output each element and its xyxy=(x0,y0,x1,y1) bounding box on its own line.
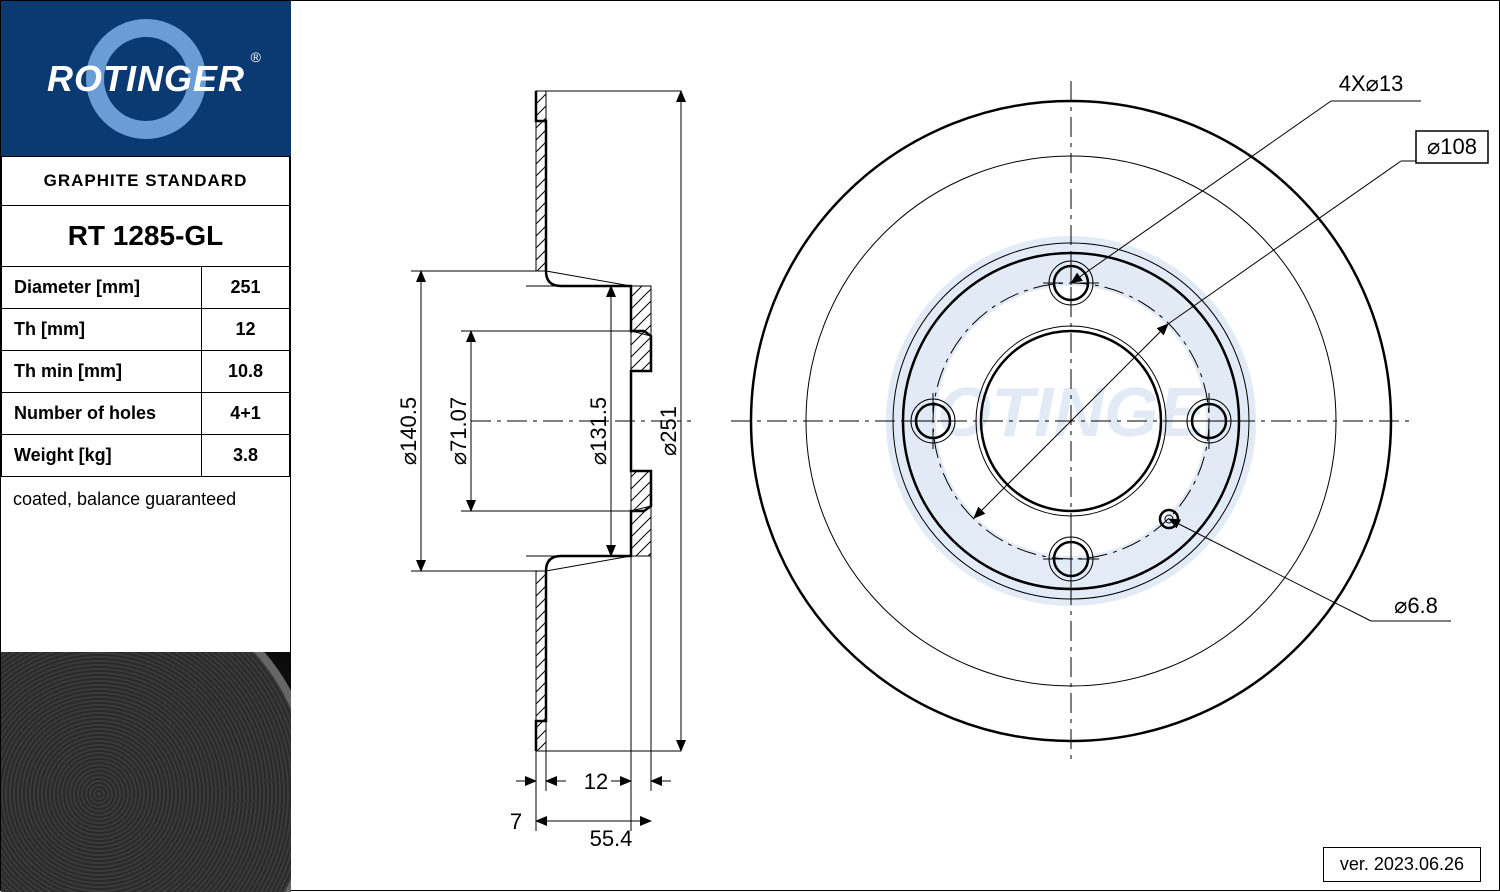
technical-drawing: ROTINGER ⌀251 xyxy=(291,1,1500,892)
svg-text:⌀108: ⌀108 xyxy=(1427,134,1477,159)
product-photo xyxy=(1,652,291,892)
svg-text:⌀251: ⌀251 xyxy=(656,406,681,456)
svg-text:⌀131.5: ⌀131.5 xyxy=(586,397,611,465)
table-row: Th min [mm]10.8 xyxy=(2,351,290,393)
svg-text:⌀140.5: ⌀140.5 xyxy=(396,397,421,465)
svg-text:⌀6.8: ⌀6.8 xyxy=(1394,593,1438,618)
spec-panel: ROTINGER ® GRAPHITE STANDARD RT 1285-GL … xyxy=(1,1,291,892)
spec-table: GRAPHITE STANDARD RT 1285-GL Diameter [m… xyxy=(1,156,290,477)
product-line: GRAPHITE STANDARD xyxy=(2,157,290,206)
registered-mark: ® xyxy=(251,49,261,65)
svg-text:7: 7 xyxy=(510,809,522,834)
part-number: RT 1285-GL xyxy=(2,206,290,267)
version-label: ver. 2023.06.26 xyxy=(1323,847,1481,882)
table-row: Th [mm]12 xyxy=(2,309,290,351)
table-row: Number of holes4+1 xyxy=(2,393,290,435)
spec-note: coated, balance guaranteed xyxy=(1,477,290,522)
svg-text:4X⌀13: 4X⌀13 xyxy=(1339,71,1404,96)
brand-logo: ROTINGER ® xyxy=(1,1,291,156)
svg-text:55.4: 55.4 xyxy=(590,826,633,851)
table-row: Weight [kg]3.8 xyxy=(2,435,290,477)
table-row: Diameter [mm]251 xyxy=(2,267,290,309)
svg-text:⌀71.07: ⌀71.07 xyxy=(446,397,471,465)
brand-name: ROTINGER xyxy=(47,58,245,100)
svg-text:12: 12 xyxy=(584,769,608,794)
